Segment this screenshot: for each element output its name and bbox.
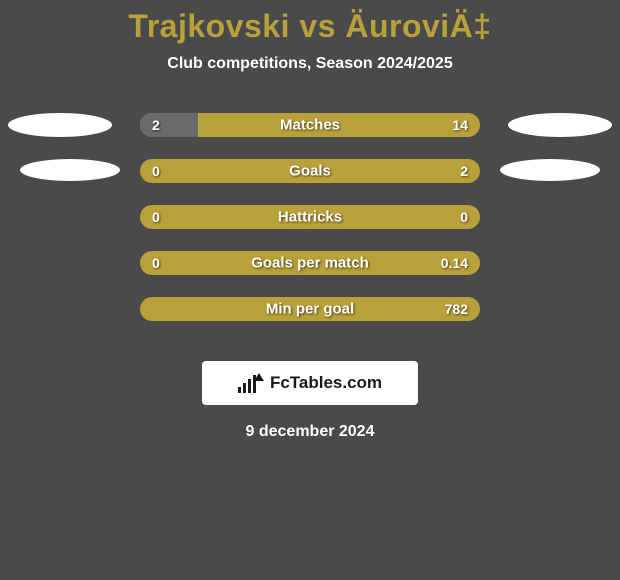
value-left: 0 (152, 209, 160, 225)
stat-row-min-per-goal: Min per goal 782 (0, 297, 620, 343)
subtitle: Club competitions, Season 2024/2025 (0, 55, 620, 73)
value-right: 0 (460, 209, 468, 225)
fctables-logo[interactable]: FcTables.com (202, 361, 418, 405)
stat-bar: 0 Goals per match 0.14 (140, 251, 480, 275)
page-title: Trajkovski vs ÄuroviÄ‡ (0, 8, 620, 45)
stat-bar: 0 Hattricks 0 (140, 205, 480, 229)
stat-row-matches: 2 Matches 14 (0, 113, 620, 159)
stat-row-goals-per-match: 0 Goals per match 0.14 (0, 251, 620, 297)
bar-fill-left (140, 113, 198, 137)
comparison-widget: Trajkovski vs ÄuroviÄ‡ Club competitions… (0, 0, 620, 441)
value-right: 2 (460, 163, 468, 179)
value-right: 0.14 (441, 255, 468, 271)
stat-label: Hattricks (278, 209, 342, 226)
stat-row-hattricks: 0 Hattricks 0 (0, 205, 620, 251)
stat-bar: 2 Matches 14 (140, 113, 480, 137)
value-right: 782 (445, 301, 468, 317)
stat-row-goals: 0 Goals 2 (0, 159, 620, 205)
stat-label: Min per goal (266, 301, 354, 318)
value-right: 14 (452, 117, 468, 133)
date: 9 december 2024 (0, 423, 620, 441)
bar-chart-icon (238, 373, 264, 393)
stat-label: Matches (280, 117, 340, 134)
stat-label: Goals per match (251, 255, 369, 272)
stat-label: Goals (289, 163, 331, 180)
stat-bar: Min per goal 782 (140, 297, 480, 321)
value-left: 0 (152, 255, 160, 271)
stats-area: 2 Matches 14 0 Goals 2 0 Hattricks 0 (0, 113, 620, 343)
value-left: 0 (152, 163, 160, 179)
stat-bar: 0 Goals 2 (140, 159, 480, 183)
value-left: 2 (152, 117, 160, 133)
logo-text: FcTables.com (270, 373, 382, 393)
